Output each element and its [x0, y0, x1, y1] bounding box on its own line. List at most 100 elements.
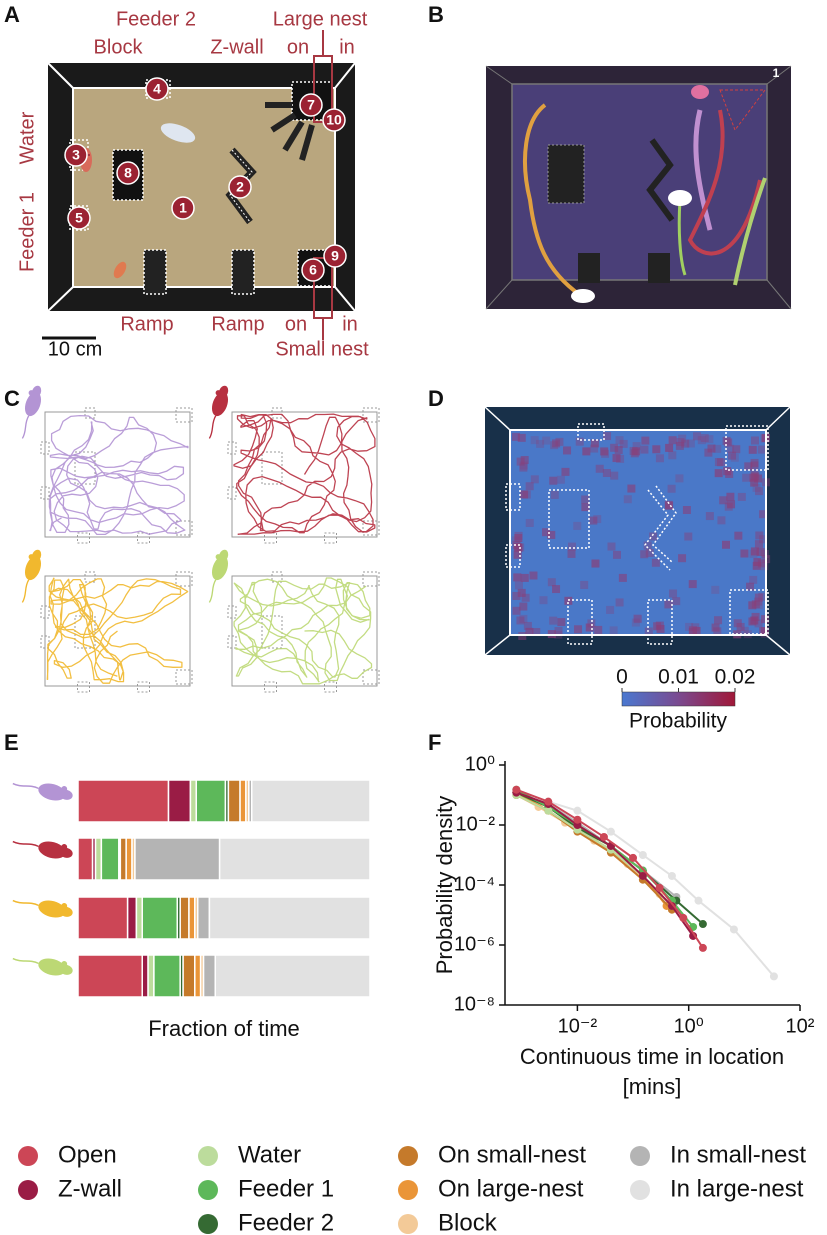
colorbar-tick-label: 0.02	[715, 666, 756, 689]
heat-cell	[686, 439, 695, 448]
heat-cell	[516, 616, 525, 625]
y-tick-label: 10⁻⁴	[454, 873, 495, 895]
marker-label: 4	[153, 81, 161, 97]
heat-cell	[601, 449, 610, 458]
heat-cell	[751, 472, 760, 481]
mouse-body	[24, 391, 42, 417]
heat-cell	[517, 433, 526, 442]
heat-cell	[704, 448, 713, 457]
legend-label: On large-nest	[438, 1175, 584, 1202]
mouse-ear	[61, 961, 68, 968]
region-box	[77, 681, 90, 693]
heat-cell	[714, 616, 723, 625]
legend-swatch	[198, 1146, 218, 1166]
bar-segment	[189, 779, 198, 823]
heat-cell	[742, 473, 751, 482]
mouse-tail	[12, 957, 39, 965]
heat-cell	[675, 474, 684, 483]
heat-cell	[603, 432, 612, 441]
heat-cell	[600, 447, 609, 456]
heat-cell	[581, 503, 590, 512]
marker-dot	[323, 244, 347, 268]
colorbar-label: Probability	[629, 710, 728, 733]
mouse-head	[31, 385, 42, 398]
legend-swatch	[198, 1214, 218, 1234]
heat-cell	[632, 442, 641, 451]
legend-label: In large-nest	[670, 1175, 804, 1202]
heat-cell	[756, 548, 765, 557]
mouse-head	[58, 964, 73, 975]
heat-cell	[668, 436, 677, 445]
heat-cell	[556, 475, 565, 484]
heat-cell	[606, 605, 615, 614]
heat-cell	[684, 532, 693, 541]
legend-swatch	[398, 1146, 418, 1166]
heat-cell	[750, 461, 759, 470]
heat-cell	[522, 490, 531, 499]
heat-cell	[754, 593, 763, 602]
bar-segment	[250, 779, 371, 823]
mouse-icon	[21, 549, 42, 603]
bar-segment	[167, 779, 192, 823]
mouse-body	[38, 900, 66, 918]
region-box	[324, 532, 337, 544]
legend-label: Water	[238, 1141, 301, 1168]
bar-segment	[126, 896, 138, 940]
bar-segment	[195, 779, 227, 823]
mouse-body	[38, 958, 66, 976]
marker-dot	[67, 206, 91, 230]
heat-cell	[641, 436, 650, 445]
region-label: Water	[16, 111, 38, 164]
bar-segment	[77, 779, 170, 823]
y-axis-label: Probability density	[432, 796, 457, 975]
heat-cell	[760, 549, 769, 558]
panel-label: D	[428, 386, 444, 411]
heat-cell	[542, 528, 551, 537]
series-point	[606, 827, 615, 836]
heat-cell	[623, 495, 632, 504]
region-box	[264, 681, 277, 693]
mouse-tail	[12, 782, 39, 790]
heat-cell	[587, 619, 596, 628]
bar-segment	[227, 779, 241, 823]
mouse-head	[58, 906, 73, 917]
heat-cell	[539, 596, 548, 605]
heat-cell	[595, 464, 604, 473]
heat-cell	[517, 588, 526, 597]
arena-photo	[42, 30, 356, 340]
series-point	[667, 901, 676, 910]
heat-cell	[520, 573, 529, 582]
bar-segment	[141, 954, 149, 998]
heat-cell	[752, 561, 761, 570]
x-axis-label: Continuous time in location	[520, 1044, 784, 1069]
heat-cell	[514, 581, 523, 590]
legend-label: Z-wall	[58, 1175, 122, 1202]
heat-cell	[717, 516, 726, 525]
region-box	[175, 669, 193, 685]
mouse-tail	[208, 579, 217, 603]
heat-cell	[532, 628, 541, 637]
heat-cell	[693, 432, 702, 441]
heat-cell	[525, 627, 534, 636]
heat-cell	[631, 618, 640, 627]
region-box	[227, 486, 237, 500]
arena-outline	[44, 575, 191, 687]
series-point	[544, 797, 553, 806]
heat-cell	[550, 490, 559, 499]
heat-cell	[748, 445, 757, 454]
heat-cell	[664, 600, 673, 609]
series-point	[679, 913, 688, 922]
mouse-icon	[12, 899, 73, 918]
region-box	[227, 441, 237, 455]
heat-cell	[550, 441, 559, 450]
legend-swatch	[398, 1214, 418, 1234]
region-label: Feeder 1	[16, 192, 38, 272]
mouse-body	[211, 391, 229, 417]
heat-cell	[627, 484, 636, 493]
series-point	[689, 931, 698, 940]
heatmap: 0 0.01 0.02 Probability	[484, 406, 791, 733]
heat-cell	[614, 446, 623, 455]
heat-cell	[615, 598, 624, 607]
panel-label: A	[4, 2, 20, 27]
heat-cell	[755, 531, 764, 540]
